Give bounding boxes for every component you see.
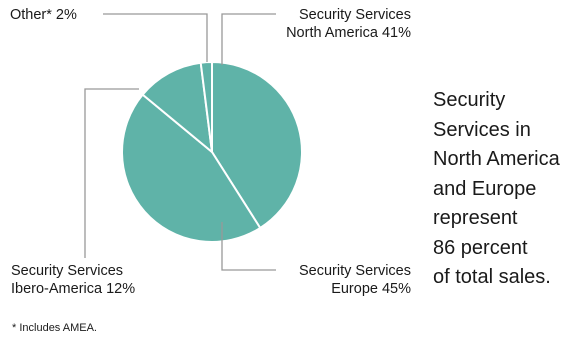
leader-line-ibero-america xyxy=(84,88,139,258)
leader-lines xyxy=(84,13,276,271)
pie-slice-ibero-america xyxy=(141,61,213,153)
summary-text: Security Services in North America and E… xyxy=(433,86,560,293)
pie-slice-other xyxy=(199,61,213,153)
label-europe: Security Services Europe 45% xyxy=(299,262,411,298)
label-north-america-line-2: North America 41% xyxy=(286,25,411,41)
label-ibero-america-line-2: Ibero-America 12% xyxy=(11,281,136,297)
label-ibero-america-line-1: Security Services xyxy=(11,263,124,279)
label-europe-line-1: Security Services xyxy=(298,263,411,279)
label-north-america: Security Services North America 41% xyxy=(286,6,411,42)
summary-line: of total sales. xyxy=(433,266,551,288)
summary-line: Services in xyxy=(433,118,531,141)
summary-line: 86 percent xyxy=(433,236,528,259)
label-other-line-1: Other* 2% xyxy=(10,7,77,23)
pie-slices xyxy=(121,61,303,243)
label-ibero-america: Security Services Ibero-America 12% xyxy=(11,262,135,298)
summary-line: North America xyxy=(433,148,560,170)
pie-slice-europe xyxy=(121,93,262,243)
summary-line: Security xyxy=(433,89,506,111)
leader-line-north-america xyxy=(221,13,276,65)
summary-line: represent xyxy=(433,207,518,229)
leader-line-other xyxy=(103,13,208,62)
footnote: * Includes AMEA. xyxy=(12,322,97,334)
summary-line: and Europe xyxy=(433,177,537,200)
label-other: Other* 2% xyxy=(10,6,77,24)
label-europe-line-2: Europe 45% xyxy=(331,281,411,297)
label-north-america-line-1: Security Services xyxy=(298,7,411,23)
leader-line-europe xyxy=(221,222,276,271)
